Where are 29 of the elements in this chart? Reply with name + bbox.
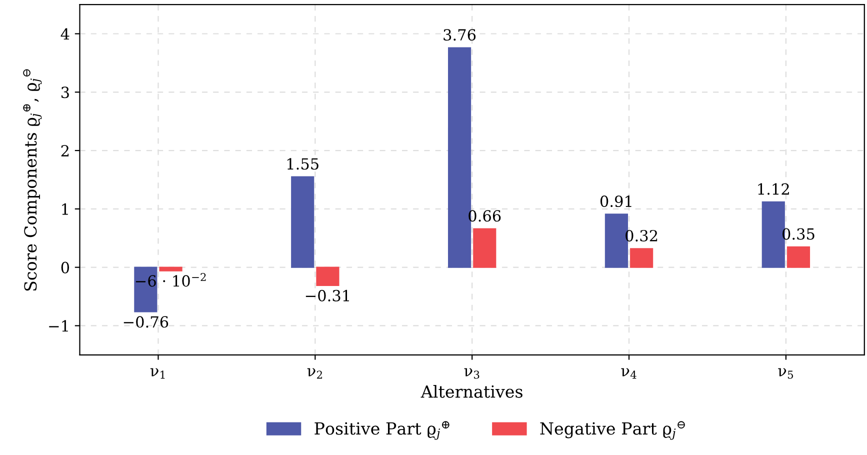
x-tick-label: ν$_{1}$ bbox=[150, 368, 165, 379]
data-label: 3.76 bbox=[444, 29, 476, 41]
bar bbox=[316, 266, 340, 286]
bar bbox=[786, 246, 810, 268]
bar bbox=[473, 228, 496, 268]
x-tick-label: ν$_{5}$ bbox=[778, 368, 794, 379]
x-tick-label: ν$_{3}$ bbox=[464, 368, 480, 379]
data-label: −6 · 10$^{−2}$ bbox=[136, 272, 206, 287]
y-tick-label: 1 bbox=[62, 203, 68, 215]
legend-label: Negative Part ϱ$_{j}$$^{⊖}$ bbox=[540, 421, 685, 440]
y-tick-label: 0 bbox=[61, 262, 70, 274]
y-axis-title: Score Components ϱ$_{j}$$^{⊕}$, ϱ$_{j}$$^{⊖}$ bbox=[23, 69, 42, 291]
data-label: −0.76 bbox=[124, 316, 168, 328]
x-tick-label: ν$_{2}$ bbox=[307, 368, 322, 379]
data-label: 1.12 bbox=[758, 183, 789, 195]
x-axis-title: Alternatives bbox=[420, 384, 522, 398]
y-tick-label: 3 bbox=[61, 86, 69, 98]
legend-label: Positive Part ϱ$_{j}$$^{⊕}$ bbox=[314, 421, 450, 440]
y-tick-label: −1 bbox=[49, 320, 68, 332]
bar bbox=[134, 266, 158, 312]
data-label: 1.55 bbox=[287, 158, 318, 170]
bar bbox=[159, 266, 182, 272]
data-label: −0.31 bbox=[306, 290, 349, 302]
bar bbox=[291, 176, 314, 268]
bar bbox=[630, 248, 654, 268]
data-label: 0.91 bbox=[600, 195, 632, 208]
y-tick-label: 2 bbox=[61, 144, 69, 156]
x-tick-label: ν$_{4}$ bbox=[621, 368, 636, 379]
y-tick-label: 4 bbox=[60, 28, 70, 40]
